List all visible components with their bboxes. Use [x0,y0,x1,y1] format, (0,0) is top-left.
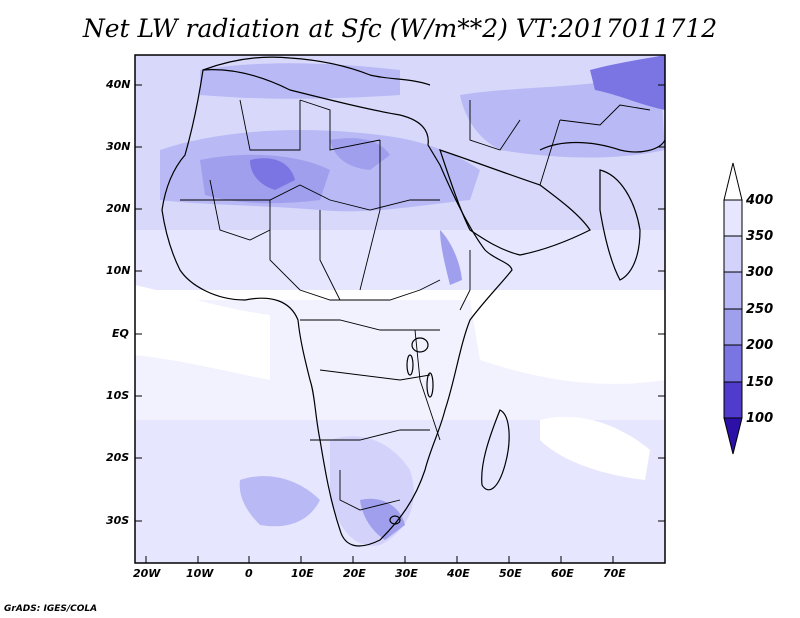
map-area [135,55,665,563]
colorbar-label-300: 300 [746,265,774,280]
colorbar-label-200: 200 [746,338,774,353]
lat-label-30s: 30S [106,514,130,527]
lat-label-eq: EQ [112,327,129,340]
lat-label-30n: 30N [106,140,131,153]
colorbar-label-250: 250 [746,302,774,317]
lon-label-20w: 20W [133,567,161,580]
lon-label-40e: 40E [447,567,470,580]
credit-text: GrADS: IGES/COLA [4,604,98,614]
lon-label-30e: 30E [395,567,418,580]
lon-label-0: 0 [245,567,253,580]
lon-label-20e: 20E [343,567,366,580]
lon-label-50e: 50E [499,567,522,580]
lat-label-10n: 10N [106,264,131,277]
colorbar-label-150: 150 [746,375,774,390]
lon-label-70e: 70E [603,567,626,580]
colorbar-label-350: 350 [746,229,774,244]
colorbar-label-100: 100 [746,411,774,426]
colorbar-label-400: 400 [746,193,774,208]
map-title: Net LW radiation at Sfc (W/m**2) VT:2017… [82,14,718,43]
lon-label-10w: 10W [186,567,214,580]
map-frame [134,54,666,564]
lon-label-10e: 10E [291,567,314,580]
x-ticks [145,556,614,563]
y-ticks [135,84,665,522]
lat-label-20s: 20S [106,451,130,464]
lon-label-60e: 60E [551,567,574,580]
colorbar [723,162,743,455]
lat-label-20n: 20N [106,202,131,215]
lat-label-10s: 10S [106,389,130,402]
lat-label-40n: 40N [106,78,131,91]
coastlines [161,56,666,547]
